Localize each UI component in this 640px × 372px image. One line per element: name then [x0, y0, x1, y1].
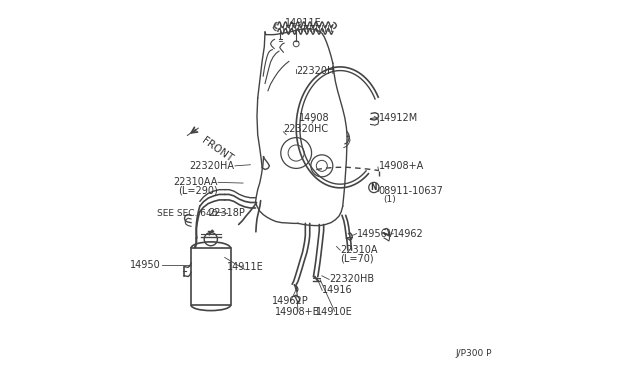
Text: (L=70): (L=70) — [340, 254, 374, 263]
Text: (1): (1) — [383, 195, 396, 205]
Text: 14910E: 14910E — [316, 307, 353, 317]
Text: 22320HC: 22320HC — [284, 124, 328, 134]
Text: SEE SEC. 640: SEE SEC. 640 — [157, 209, 218, 218]
Text: 14908+B: 14908+B — [275, 307, 321, 317]
Text: 14911E: 14911E — [285, 18, 322, 28]
Text: 14962P: 14962P — [272, 296, 309, 307]
Text: 22320HA: 22320HA — [189, 161, 234, 171]
Text: 22310AA: 22310AA — [173, 177, 218, 187]
Text: 14912M: 14912M — [379, 113, 418, 123]
Text: 14911E: 14911E — [227, 262, 263, 272]
Text: J/P300 P: J/P300 P — [456, 349, 492, 358]
Text: 22320H: 22320H — [296, 65, 335, 76]
Text: 22310A: 22310A — [340, 245, 378, 255]
Text: N: N — [371, 183, 377, 192]
Text: 14956V: 14956V — [356, 229, 394, 238]
Text: 08911-10637: 08911-10637 — [379, 186, 444, 196]
Text: 14950: 14950 — [130, 260, 161, 270]
Text: 14908+A: 14908+A — [379, 161, 424, 171]
Text: 14916: 14916 — [322, 285, 353, 295]
Text: FRONT: FRONT — [200, 135, 234, 164]
Text: 14908: 14908 — [299, 113, 330, 123]
Text: 22320HB: 22320HB — [329, 275, 374, 285]
Text: 22318P: 22318P — [208, 208, 245, 218]
Text: (L=290): (L=290) — [178, 185, 218, 195]
Text: 14962: 14962 — [394, 229, 424, 238]
